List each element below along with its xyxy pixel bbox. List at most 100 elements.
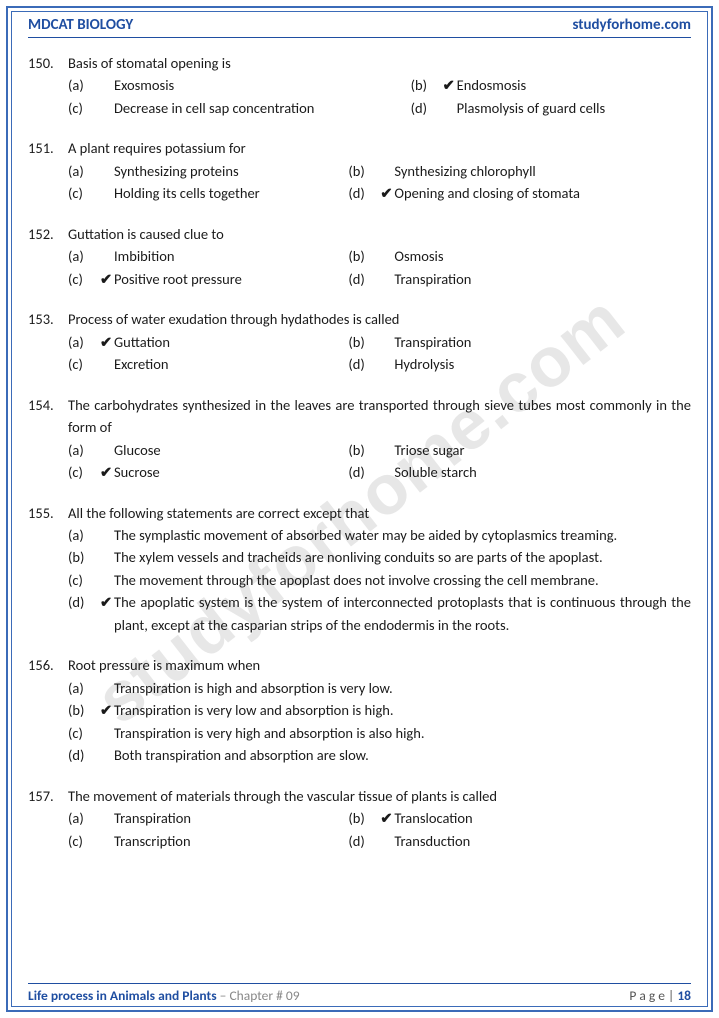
question-text: Root pressure is maximum when [68,654,691,676]
page-footer: Life process in Animals and Plants – Cha… [28,983,691,1004]
question-text: Process of water exudation through hydat… [68,308,691,330]
option-label: (d) [348,182,380,204]
question-text: The movement of materials through the va… [68,785,691,807]
option-text: Osmosis [394,245,691,267]
option: (c)✔Positive root pressure [68,268,348,290]
option: (a)The symplastic movement of absorbed w… [68,524,691,546]
correct-tick [100,722,114,744]
question-number: 153. [28,308,68,330]
question: 157.The movement of materials through th… [28,785,691,852]
option: (c)Excretion [68,353,348,375]
option-row: (a)Synthesizing proteins(b)Synthesizing … [68,160,691,182]
question-row: 156.Root pressure is maximum when [28,654,691,676]
option: (c)Decrease in cell sap concentration [68,97,411,119]
option: (b)Transpiration [348,331,691,353]
option-text: Transpiration [114,807,348,829]
option-label: (d) [348,353,380,375]
correct-tick [100,439,114,461]
question-number: 150. [28,52,68,74]
option-label: (d) [411,97,443,119]
option-row: (c) Transcription(d)Transduction [68,830,691,852]
question-number: 157. [28,785,68,807]
question-row: 152.Guttation is caused clue to [28,223,691,245]
option-row: (a)✔Guttation(b)Transpiration [68,331,691,353]
correct-tick [443,97,457,119]
option-row: (a)Glucose(b)Triose sugar [68,439,691,461]
correct-tick [380,331,394,353]
option-label: (c) [68,97,100,119]
correct-tick [380,353,394,375]
option-label: (a) [68,245,100,267]
option-label: (b) [348,439,380,461]
option-label: (c) [68,182,100,204]
options: (a)Imbibition(b)Osmosis(c)✔Positive root… [68,245,691,290]
correct-tick: ✔ [380,807,394,829]
option-text: The apoplatic system is the system of in… [114,591,691,636]
option: (d)Plasmolysis of guard cells [411,97,691,119]
option-label: (b) [348,807,380,829]
correct-tick [380,830,394,852]
correct-tick [380,439,394,461]
question-number: 152. [28,223,68,245]
chapter-title: Life process in Animals and Plants [28,987,217,1004]
correct-tick [380,268,394,290]
question-row: 155.All the following statements are cor… [28,502,691,524]
question-row: 157.The movement of materials through th… [28,785,691,807]
option-text: Opening and closing of stomata [394,182,691,204]
option: (a)Exosmosis [68,74,411,96]
option-label: (a) [68,439,100,461]
page-header: MDCAT BIOLOGY studyforhome.com [28,16,691,38]
question-number: 155. [28,502,68,524]
correct-tick: ✔ [100,591,114,636]
question-text: The carbohydrates synthesized in the lea… [68,394,691,439]
header-right: studyforhome.com [572,16,691,34]
option-text: Translocation [394,807,691,829]
option-text: Synthesizing proteins [114,160,348,182]
question: 151.A plant requires potassium for(a)Syn… [28,137,691,204]
option: (d)Transpiration [348,268,691,290]
question: 155.All the following statements are cor… [28,502,691,637]
option: (d)✔Opening and closing of stomata [348,182,691,204]
chapter-sep: – [217,987,230,1004]
option-text: The movement through the apoplast does n… [114,569,691,591]
option-text: Transpiration is very high and absorptio… [114,722,691,744]
option-label: (c) [68,722,100,744]
option-row: (a)Imbibition(b)Osmosis [68,245,691,267]
options: (a)Exosmosis(b)✔Endosmosis(c)Decrease in… [68,74,691,119]
option: (b) Osmosis [348,245,691,267]
header-left: MDCAT BIOLOGY [28,16,133,34]
option-label: (a) [68,160,100,182]
option-row: (a)Exosmosis(b)✔Endosmosis [68,74,691,96]
correct-tick [100,353,114,375]
option-text: Excretion [114,353,348,375]
question: 152.Guttation is caused clue to(a)Imbibi… [28,223,691,290]
option-label: (c) [68,268,100,290]
option-label: (b) [348,245,380,267]
correct-tick [100,677,114,699]
option-label: (b) [348,160,380,182]
option-label: (c) [68,830,100,852]
option: (c)Holding its cells together [68,182,348,204]
option: (c) Transcription [68,830,348,852]
option-row: (a)Transpiration(b)✔Translocation [68,807,691,829]
option-row: (c)✔Positive root pressure(d)Transpirati… [68,268,691,290]
option: (b)✔Transpiration is very low and absorp… [68,699,691,721]
chapter-num: Chapter # 09 [229,987,299,1004]
option-text: The symplastic movement of absorbed wate… [114,524,691,546]
option: (b)Triose sugar [348,439,691,461]
options: (a)Glucose(b)Triose sugar(c)✔Sucrose(d)S… [68,439,691,484]
option-text: Exosmosis [114,74,411,96]
option-text: Guttation [114,331,348,353]
correct-tick [100,74,114,96]
option-text: Transcription [114,830,348,852]
question: 156.Root pressure is maximum when(a)Tran… [28,654,691,766]
option-label: (c) [68,569,100,591]
options: (a)The symplastic movement of absorbed w… [68,524,691,636]
option-label: (b) [411,74,443,96]
question: 154.The carbohydrates synthesized in the… [28,394,691,484]
option: (a)Transpiration is high and absorption … [68,677,691,699]
option-label: (b) [348,331,380,353]
question: 150.Basis of stomatal opening is(a)Exosm… [28,52,691,119]
option-row: (c)Decrease in cell sap concentration(d)… [68,97,691,119]
option: (d)Transduction [348,830,691,852]
